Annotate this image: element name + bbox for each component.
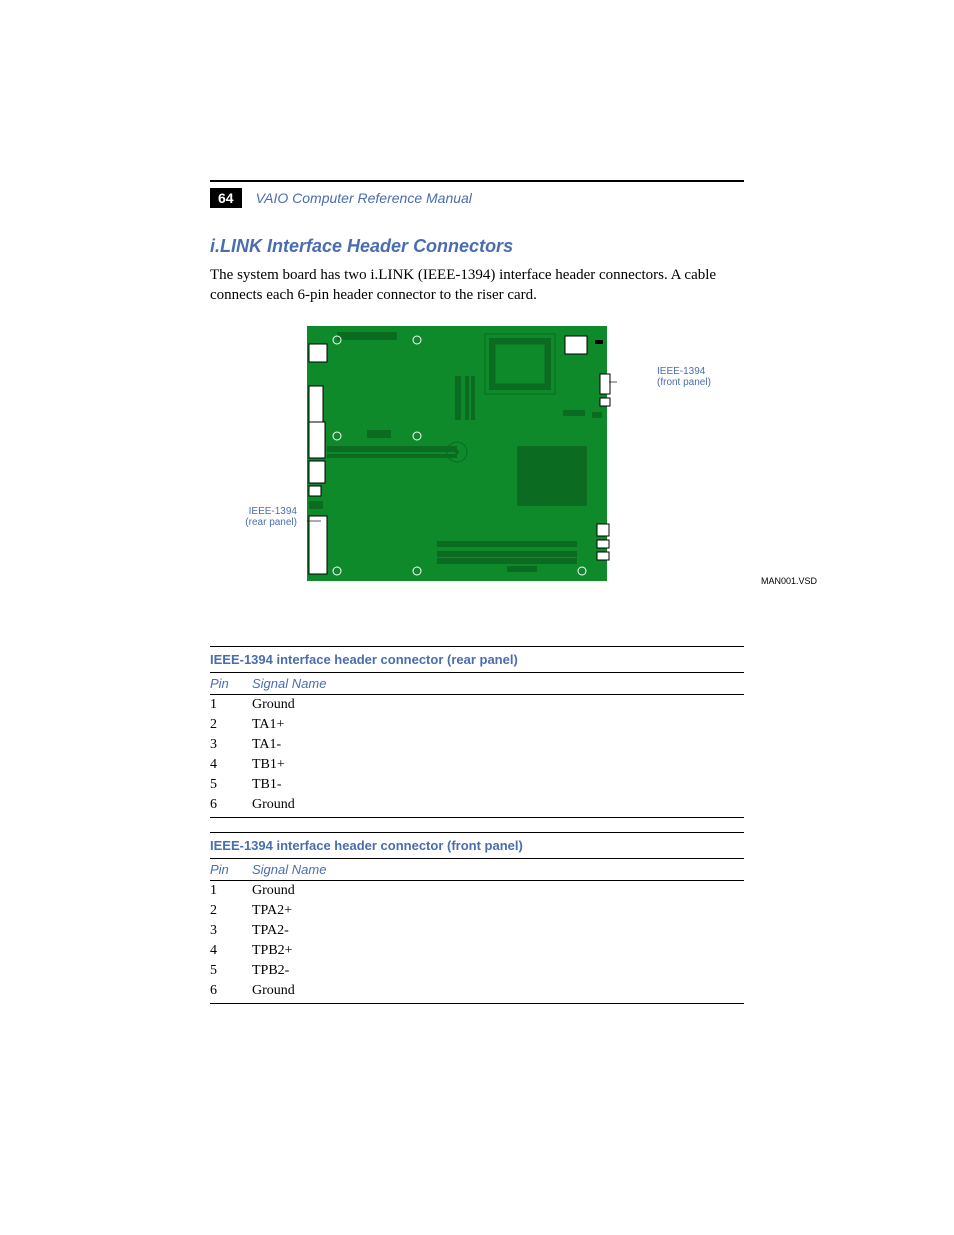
col-head-pin: Pin [210,858,252,880]
callout-front-panel: IEEE-1394(front panel) [657,366,737,388]
table-row: 3TA1- [210,735,744,755]
table-row: 6Ground [210,981,744,1004]
cell-pin: 3 [210,921,252,941]
cell-signal: Ground [252,880,744,901]
table-row: 1Ground [210,880,744,901]
cell-signal: TPA2+ [252,901,744,921]
page: 64 VAIO Computer Reference Manual i.LINK… [0,0,954,1235]
cell-signal: Ground [252,981,744,1004]
manual-title: VAIO Computer Reference Manual [256,190,472,206]
cell-pin: 5 [210,961,252,981]
cell-pin: 6 [210,795,252,818]
table-row: 6Ground [210,795,744,818]
front-panel-table: IEEE-1394 interface header connector (fr… [210,832,744,1004]
motherboard-svg [307,326,617,586]
table-row: 5TPB2- [210,961,744,981]
motherboard-diagram: IEEE-1394(rear panel) IEEE-1394(front pa… [217,326,737,596]
cell-pin: 4 [210,755,252,775]
cell-signal: TB1+ [252,755,744,775]
col-head-signal: Signal Name [252,672,744,694]
table-title: IEEE-1394 interface header connector (fr… [210,832,744,858]
cell-signal: TA1- [252,735,744,755]
cell-pin: 2 [210,715,252,735]
table-title: IEEE-1394 interface header connector (re… [210,646,744,672]
table-row: 4TB1+ [210,755,744,775]
page-header: 64 VAIO Computer Reference Manual [210,180,744,208]
cell-pin: 3 [210,735,252,755]
diagram-file-label: MAN001.VSD [761,576,817,586]
col-head-signal: Signal Name [252,858,744,880]
cell-pin: 5 [210,775,252,795]
cell-signal: TPB2- [252,961,744,981]
cell-pin: 1 [210,694,252,715]
col-head-pin: Pin [210,672,252,694]
page-number: 64 [210,188,242,208]
cell-pin: 6 [210,981,252,1004]
table-row: 2TPA2+ [210,901,744,921]
cell-pin: 1 [210,880,252,901]
table-row: 1Ground [210,694,744,715]
cell-signal: TPA2- [252,921,744,941]
body-paragraph: The system board has two i.LINK (IEEE-13… [210,265,744,306]
cell-signal: TB1- [252,775,744,795]
table-row: 5TB1- [210,775,744,795]
cell-signal: Ground [252,694,744,715]
cell-pin: 4 [210,941,252,961]
callout-rear-panel: IEEE-1394(rear panel) [217,506,297,528]
table-row: 2TA1+ [210,715,744,735]
table-row: 4TPB2+ [210,941,744,961]
rear-panel-table: IEEE-1394 interface header connector (re… [210,646,744,818]
cell-signal: TPB2+ [252,941,744,961]
cell-signal: TA1+ [252,715,744,735]
cell-signal: Ground [252,795,744,818]
section-heading: i.LINK Interface Header Connectors [210,236,744,257]
table-row: 3TPA2- [210,921,744,941]
cell-pin: 2 [210,901,252,921]
